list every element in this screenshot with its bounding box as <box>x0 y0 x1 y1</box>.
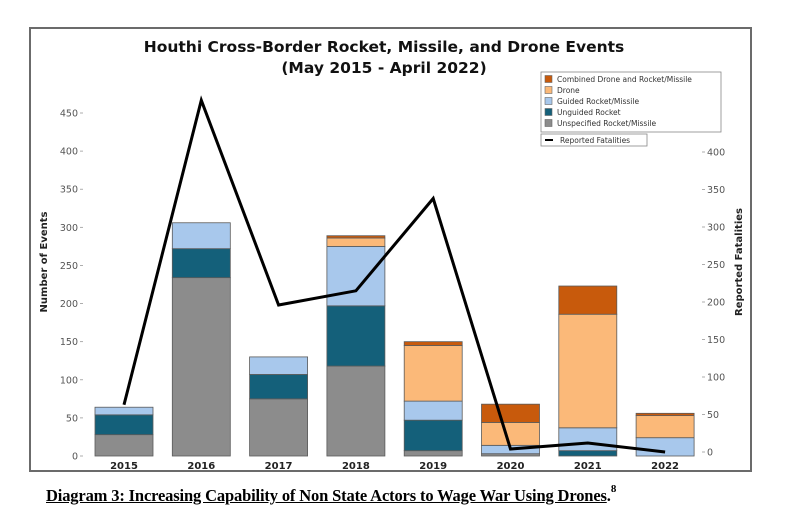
bar-guided-rocket-missile-2018 <box>326 245 386 307</box>
y-tick-label: 50 <box>66 413 78 424</box>
y-tick-label: 100 <box>60 375 78 386</box>
bar-drone-2020 <box>481 422 540 446</box>
y2-tick-label: 200 <box>707 298 725 309</box>
y2-tick-label: 300 <box>707 223 725 234</box>
bar-stack-2015 <box>94 406 154 457</box>
bar-stack-2019 <box>403 341 463 457</box>
y2-tick-label: 150 <box>707 335 725 346</box>
x-tick-label: 2015 <box>110 461 138 472</box>
x-tick-label: 2017 <box>265 461 293 472</box>
y-tick-label: 400 <box>60 147 78 158</box>
bar-drone-2019 <box>403 345 463 402</box>
y2-tick-label: 250 <box>707 260 725 271</box>
y2-tick-label: 100 <box>707 373 725 384</box>
caption-footnote: 8 <box>610 483 617 495</box>
bar-stack-2021 <box>558 285 618 457</box>
x-tick-label: 2021 <box>574 461 602 472</box>
legend-swatch <box>544 119 553 127</box>
bars <box>94 222 695 457</box>
y2-tick-label: 0 <box>707 448 713 459</box>
bar-guided-rocket-missile-2015 <box>94 406 154 416</box>
y-tick-label: 250 <box>60 261 78 272</box>
bar-unspecified-rocket-missile-2015 <box>94 434 154 457</box>
x-tick-labels: 2015 2016 2017 2018 2019 2020 2021 2022 <box>110 461 679 472</box>
bar-guided-rocket-missile-2017 <box>249 356 309 375</box>
legend-label: Unspecified Rocket/Missile <box>557 119 656 128</box>
bar-unguided-rocket-2019 <box>403 419 463 452</box>
bar-unspecified-rocket-missile-2016 <box>171 277 231 457</box>
y-tick-label: 200 <box>60 299 78 310</box>
bar-drone-2021 <box>558 313 618 429</box>
bar-stack-2017 <box>249 356 309 457</box>
bar-combined-drone-and-rocket-missile-2018 <box>326 235 386 239</box>
bar-unguided-rocket-2015 <box>94 414 154 436</box>
bar-guided-rocket-missile-2016 <box>171 222 231 250</box>
legend-swatch <box>544 97 553 105</box>
bar-combined-drone-and-rocket-missile-2022 <box>635 412 695 417</box>
x-tick-label: 2020 <box>497 461 525 472</box>
bar-combined-drone-and-rocket-missile-2019 <box>403 341 463 346</box>
legend-line-box <box>540 133 648 147</box>
legend-label: Guided Rocket/Missile <box>557 97 639 106</box>
y2-tick-label: 400 <box>707 148 725 159</box>
x-tick-label: 2022 <box>651 461 679 472</box>
y-tick-label: 300 <box>60 223 78 234</box>
bar-stack-2018 <box>326 235 386 457</box>
y-tick-label: 450 <box>60 109 78 120</box>
x-tick-label: 2018 <box>342 461 370 472</box>
bar-unspecified-rocket-missile-2017 <box>249 398 309 457</box>
bar-unspecified-rocket-missile-2019 <box>403 450 463 457</box>
y-axis-label: Number of Events <box>39 211 50 312</box>
legend-label: Reported Fatalities <box>560 136 630 145</box>
y-tick-label: 150 <box>60 337 78 348</box>
y2-tick-label: 50 <box>707 410 719 421</box>
bar-unspecified-rocket-missile-2018 <box>326 365 386 457</box>
caption-period: . <box>606 486 611 505</box>
y-tick-label: 0 <box>72 452 78 463</box>
legend-label: Drone <box>557 86 580 95</box>
right-axis: 0 50 100 150 200 250 300 350 400 <box>702 148 725 459</box>
caption-text: Diagram 3: Increasing Capability of Non … <box>46 486 607 505</box>
legend-label: Unguided Rocket <box>557 108 621 117</box>
bar-stack-2022 <box>635 412 695 457</box>
figure-caption: Diagram 3: Increasing Capability of Non … <box>46 483 766 506</box>
y2-axis-label: Reported Fatalities <box>734 208 745 316</box>
legend-swatch <box>544 75 553 83</box>
legend-box <box>540 71 722 133</box>
legend: Combined Drone and Rocket/Missile Drone Gu… <box>540 71 722 147</box>
chart-title: Houthi Cross-Border Rocket, Missile, and… <box>144 38 625 56</box>
bar-combined-drone-and-rocket-missile-2021 <box>558 285 618 315</box>
bar-unguided-rocket-2018 <box>326 305 386 367</box>
x-tick-label: 2016 <box>187 461 215 472</box>
legend-swatch <box>544 86 553 94</box>
fatalities-line <box>122 95 666 454</box>
bar-stack-2020 <box>481 403 540 457</box>
legend-label: Combined Drone and Rocket/Missile <box>557 75 692 84</box>
bar-drone-2022 <box>635 415 695 439</box>
y-tick-label: 350 <box>60 185 78 196</box>
chart-subtitle: (May 2015 - April 2022) <box>281 59 486 77</box>
bar-unguided-rocket-2016 <box>171 248 231 279</box>
y2-tick-label: 350 <box>707 185 725 196</box>
bar-drone-2018 <box>326 237 386 247</box>
bar-guided-rocket-missile-2021 <box>558 427 618 452</box>
bar-combined-drone-and-rocket-missile-2020 <box>481 403 540 423</box>
bar-unguided-rocket-2021 <box>558 450 618 457</box>
bar-guided-rocket-missile-2022 <box>635 437 695 457</box>
bar-stack-2016 <box>171 222 231 457</box>
bar-guided-rocket-missile-2019 <box>403 400 463 421</box>
legend-swatch <box>544 108 553 116</box>
left-axis: 0 50 100 150 200 250 300 350 400 450 <box>60 109 83 463</box>
bar-unguided-rocket-2017 <box>249 374 309 400</box>
x-tick-label: 2019 <box>419 461 447 472</box>
